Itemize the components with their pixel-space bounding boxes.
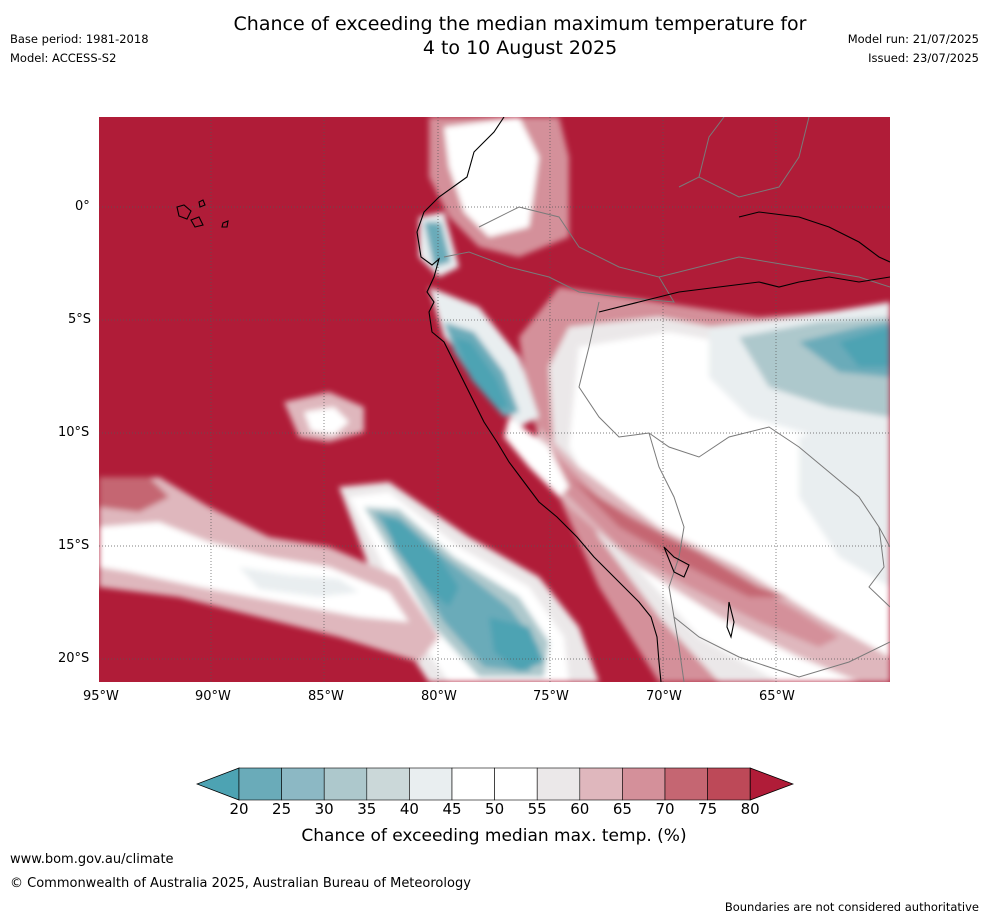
lon-label-85w: 85°W (308, 689, 344, 704)
title-line-1: Chance of exceeding the median maximum t… (233, 13, 807, 35)
colorbar-tick-label: 30 (314, 800, 334, 818)
colorbar-segment (451, 767, 495, 801)
colorbar-extend-low (196, 767, 240, 801)
country-borders (443, 117, 890, 682)
lon-label-90w: 90°W (195, 689, 231, 704)
colorbar-extend-high (749, 767, 794, 801)
colorbar-tick-label: 20 (229, 800, 249, 818)
title-line-2: 4 to 10 August 2025 (422, 37, 618, 59)
coastlines (176, 117, 890, 682)
colorbar-tick-label: 50 (485, 800, 505, 818)
colorbar-tick-label: 40 (399, 800, 419, 818)
lat-label-20s: 20°S (58, 651, 90, 666)
model-name: Model: ACCESS-S2 (10, 51, 117, 65)
issued-date: Issued: 23/07/2025 (868, 51, 979, 65)
colorbar-tick-label: 55 (527, 800, 547, 818)
colorbar-segment (622, 767, 666, 801)
colorbar-tick-label: 45 (442, 800, 462, 818)
colorbar-segment (707, 767, 751, 801)
colorbar-segment (494, 767, 538, 801)
colorbar-segment (366, 767, 410, 801)
colorbar-segment (281, 767, 325, 801)
probability-field (99, 117, 890, 682)
chart-title: Chance of exceeding the median maximum t… (0, 12, 988, 60)
colorbar-segment (238, 767, 282, 801)
colorbar (196, 767, 794, 801)
colorbar-tick-label: 70 (655, 800, 675, 818)
colorbar-tick-label: 65 (612, 800, 632, 818)
lat-label-0: 0° (75, 199, 90, 214)
colorbar-tick-label: 75 (698, 800, 718, 818)
lon-label-65w: 65°W (759, 689, 795, 704)
lon-label-70w: 70°W (646, 689, 682, 704)
lat-label-10s: 10°S (58, 425, 90, 440)
base-period: Base period: 1981-2018 (10, 32, 149, 46)
model-run: Model run: 21/07/2025 (847, 32, 979, 46)
colorbar-segment (664, 767, 708, 801)
lon-label-95w: 95°W (83, 689, 119, 704)
website-link[interactable]: www.bom.gov.au/climate (10, 852, 174, 867)
colorbar-label: Chance of exceeding median max. temp. (%… (301, 826, 687, 846)
copyright: © Commonwealth of Australia 2025, Austra… (10, 876, 471, 891)
lon-label-80w: 80°W (421, 689, 457, 704)
lat-label-5s: 5°S (68, 312, 92, 327)
colorbar-tick-label: 35 (357, 800, 377, 818)
disclaimer: Boundaries are not considered authoritat… (724, 900, 979, 914)
map-gridlines (99, 117, 890, 682)
forecast-map (99, 117, 890, 682)
colorbar-segment (579, 767, 623, 801)
colorbar-tick-label: 60 (570, 800, 590, 818)
colorbar-tick-label: 25 (272, 800, 292, 818)
lat-label-15s: 15°S (58, 538, 90, 553)
colorbar-segment (323, 767, 368, 801)
colorbar-tick-label: 80 (740, 800, 760, 818)
colorbar-segment (536, 767, 581, 801)
lon-label-75w: 75°W (533, 689, 569, 704)
colorbar-segment (409, 767, 453, 801)
